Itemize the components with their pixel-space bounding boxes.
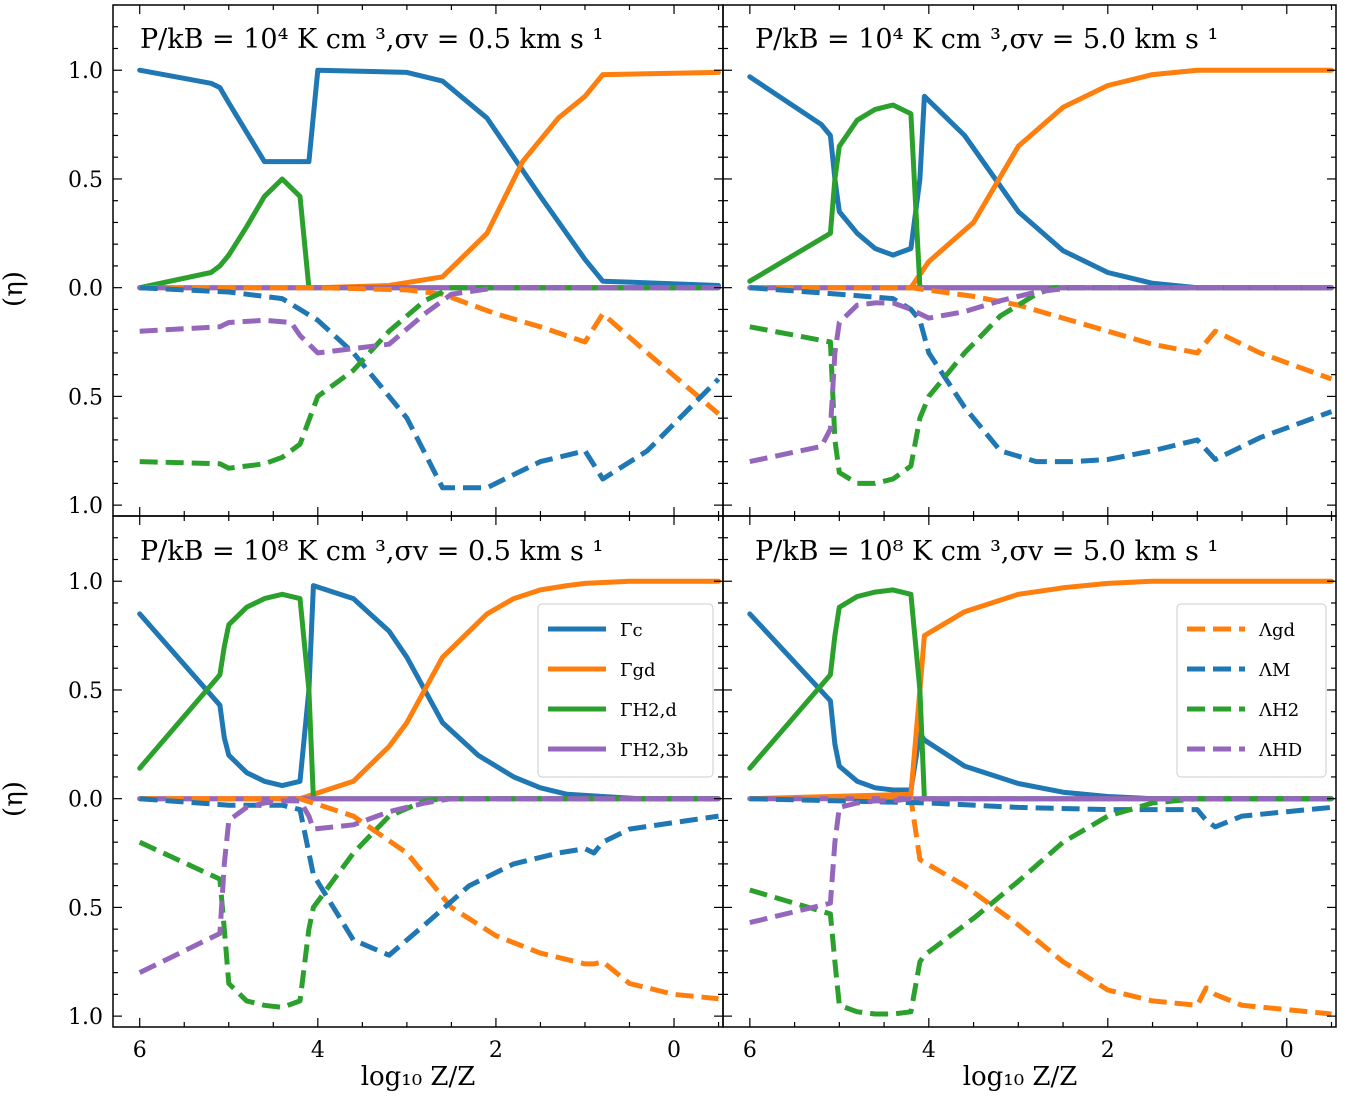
axes-frame <box>722 4 1337 517</box>
series-Λgd-cooling <box>749 796 1332 1017</box>
legend-label: ΛH2 <box>1258 700 1299 721</box>
y-axis-label-top: (η) <box>0 271 29 307</box>
series-ΓH2,d-heating <box>747 102 1334 291</box>
series-Γc-heating <box>137 67 721 288</box>
x-tick-label: 2 <box>489 1038 503 1063</box>
series-Λgd-cooling <box>139 796 719 1002</box>
panel-title: P/kB = 10⁸ K cm ³,σv = 5.0 km s ¹ <box>755 536 1218 567</box>
series-Λgd-cooling <box>749 285 1333 382</box>
panel-top-left: P/kB = 10⁴ K cm ³,σv = 0.5 km s ¹ <box>112 4 724 517</box>
series-ΛHD-cooling <box>139 285 719 356</box>
axes-frame <box>722 515 1337 1028</box>
y-tick-label: 0.0 <box>68 788 103 813</box>
series-ΛHD-cooling <box>749 285 1332 465</box>
y-tick-label: 0.0 <box>68 277 103 302</box>
legend-box <box>537 603 714 778</box>
y-tick-label: 0.5 <box>68 896 103 921</box>
panel-bottom-right: Λgd ΛM ΛH2 ΛHD P/kB = 10⁸ K cm ³,σv = 5.0 km… <box>722 515 1337 1028</box>
panel-top-right: P/kB = 10⁴ K cm ³,σv = 5.0 km s ¹ <box>722 4 1337 517</box>
panel-title: P/kB = 10⁴ K cm ³,σv = 0.5 km s ¹ <box>140 24 603 55</box>
x-tick-label: 2 <box>1101 1038 1115 1063</box>
series-group <box>747 578 1334 1017</box>
x-tick-label: 0 <box>1280 1038 1294 1063</box>
series-Γc-heating <box>137 583 721 802</box>
legend-box <box>1176 603 1327 778</box>
series-group <box>137 67 721 491</box>
series-ΓH2,d-heating <box>137 591 721 802</box>
legend-label: Γc <box>620 620 643 641</box>
legend: Λgd ΛM ΛH2 ΛHD <box>1176 603 1327 778</box>
panel-title: P/kB = 10⁸ K cm ³,σv = 0.5 km s ¹ <box>140 536 603 567</box>
y-tick-label: 1.0 <box>68 494 103 519</box>
series-ΛH2-cooling <box>139 285 719 471</box>
x-tick-label: 6 <box>743 1038 757 1063</box>
legend-label: Λgd <box>1258 620 1295 641</box>
legend-label: ΓH2,d <box>620 700 677 721</box>
series-ΛHD-cooling <box>138 796 719 975</box>
panel-title: P/kB = 10⁴ K cm ³,σv = 5.0 km s ¹ <box>755 24 1218 55</box>
x-tick-label: 6 <box>133 1038 147 1063</box>
series-ΛM-cooling <box>749 285 1333 465</box>
y-tick-label: 1.0 <box>68 59 103 84</box>
legend-label: Γgd <box>620 660 656 681</box>
series-ΛH2-cooling <box>138 796 719 1010</box>
y-tick-label: 0.5 <box>68 385 103 410</box>
legend-label: ΛHD <box>1258 740 1302 761</box>
series-ΛH2-cooling <box>749 796 1332 1017</box>
series-Γgd-heating <box>137 578 721 802</box>
y-axis-label-bottom: (η) <box>0 781 29 817</box>
legend-label: ΓH2,3b <box>620 740 688 761</box>
series-ΛM-cooling <box>139 285 721 491</box>
x-tick-label: 4 <box>922 1038 936 1063</box>
y-tick-label: 1.0 <box>68 570 103 595</box>
y-tick-label: 0.5 <box>68 679 103 704</box>
series-group <box>137 578 721 1010</box>
series-ΛM-cooling <box>749 796 1332 830</box>
x-tick-label: 0 <box>667 1038 681 1063</box>
legend-label: ΛM <box>1258 660 1290 681</box>
series-ΛHD-cooling <box>749 796 1332 926</box>
x-axis-label-left: log₁₀ Z/Z <box>361 1062 476 1092</box>
series-ΓH2,d-heating <box>747 587 1334 802</box>
y-tick-label: 0.5 <box>68 168 103 193</box>
series-ΛM-cooling <box>139 796 719 958</box>
series-ΛH2-cooling <box>749 285 1332 486</box>
series-ΓH2,d-heating <box>137 176 721 291</box>
series-group <box>747 67 1334 486</box>
legend: Γc Γgd ΓH2,d ΓH2,3b <box>537 603 714 778</box>
panel-bottom-left: Γc Γgd ΓH2,d ΓH2,3b P/kB = 10⁸ K cm ³,σv = 0… <box>112 515 724 1028</box>
y-tick-label: 1.0 <box>68 1005 103 1030</box>
x-tick-label: 4 <box>311 1038 325 1063</box>
x-axis-label-right: log₁₀ Z/Z <box>963 1062 1078 1092</box>
series-Γgd-heating <box>747 67 1334 291</box>
series-Λgd-cooling <box>139 285 721 416</box>
